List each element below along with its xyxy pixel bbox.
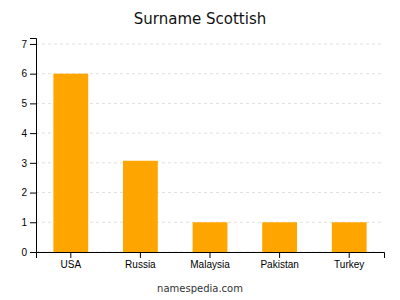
tick: 0 xyxy=(21,247,36,258)
tick-mark xyxy=(30,74,36,75)
bar xyxy=(262,222,297,252)
tick: 3 xyxy=(21,158,36,169)
plot: 0 1 2 3 4 5 6 7 USA Russia Malaysia Pakistan Turkey xyxy=(21,39,384,271)
tick: Turkey xyxy=(334,252,364,270)
tick: 4 xyxy=(21,128,36,139)
tick-label: 6 xyxy=(21,68,27,79)
tick-mark xyxy=(30,103,36,104)
tick-label: Malaysia xyxy=(190,259,230,270)
tick-label: 3 xyxy=(21,158,27,169)
tick-label: 1 xyxy=(21,217,27,228)
bar xyxy=(193,222,228,252)
bar xyxy=(53,74,88,252)
tick: 7 xyxy=(21,39,36,50)
x-axis: USA Russia Malaysia Pakistan Turkey xyxy=(37,252,385,270)
tick-label: Pakistan xyxy=(260,259,298,270)
axis-line xyxy=(30,39,37,253)
title: Surname Scottish xyxy=(134,10,266,28)
footer: namespedia.com xyxy=(157,283,243,294)
tick-label: USA xyxy=(61,259,82,270)
tick: Russia xyxy=(125,252,156,270)
tick-mark xyxy=(279,252,280,258)
tick-mark xyxy=(30,193,36,194)
grid xyxy=(36,44,384,252)
bar xyxy=(123,161,158,252)
tick-label: 4 xyxy=(21,128,27,139)
tick-mark xyxy=(30,44,36,45)
tick-mark xyxy=(30,133,36,134)
tick-label: 2 xyxy=(21,187,27,198)
tick-mark xyxy=(30,222,36,223)
tick: USA xyxy=(61,252,82,270)
tick: Malaysia xyxy=(190,252,230,270)
bars xyxy=(53,74,366,252)
tick-label: 7 xyxy=(21,39,27,50)
tick: 1 xyxy=(21,217,36,228)
tick: 2 xyxy=(21,187,36,198)
tick-mark xyxy=(210,252,211,258)
tick-label: Russia xyxy=(125,259,156,270)
tick-label: 5 xyxy=(21,98,27,109)
tick-mark xyxy=(30,163,36,164)
grid-line xyxy=(36,43,384,44)
axis-line xyxy=(37,253,385,259)
tick-mark xyxy=(70,252,71,258)
y-axis: 0 1 2 3 4 5 6 7 xyxy=(21,39,36,258)
tick-label: 0 xyxy=(21,247,27,258)
tick: 5 xyxy=(21,98,36,109)
tick: Pakistan xyxy=(260,252,298,270)
tick-mark xyxy=(140,252,141,258)
tick-label: Turkey xyxy=(334,259,364,270)
tick-mark xyxy=(30,252,36,253)
bar xyxy=(332,222,367,252)
tick-mark xyxy=(349,252,350,258)
chart: 0 1 2 3 4 5 6 7 USA Russia Malaysia Pakistan Turkey S… xyxy=(0,0,400,300)
tick: 6 xyxy=(21,68,36,79)
